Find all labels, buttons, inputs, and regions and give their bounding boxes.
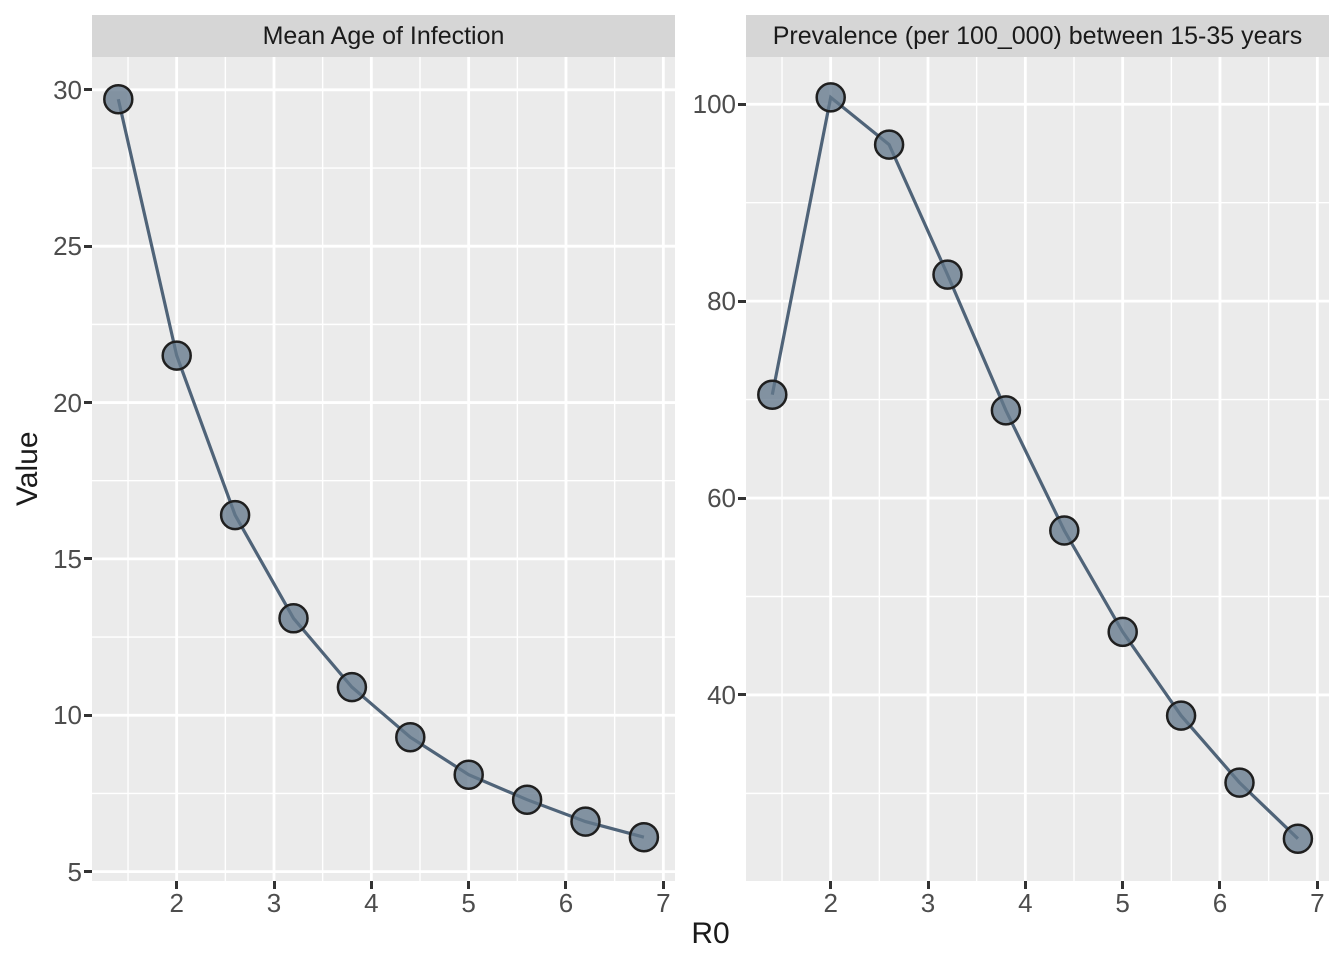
y-tick-label: 60 — [707, 483, 736, 514]
y-tick-mark — [738, 693, 746, 697]
y-tick-label: 30 — [53, 74, 82, 105]
data-point — [1049, 515, 1080, 546]
x-tick-label: 4 — [1018, 888, 1033, 918]
x-tick-mark — [1023, 881, 1027, 889]
data-point — [453, 759, 484, 790]
y-tick-label: 20 — [53, 387, 82, 418]
x-tick-mark — [1218, 881, 1222, 889]
y-tick-mark — [84, 401, 92, 405]
x-tick-label: 3 — [266, 888, 282, 918]
y-tick-label: 80 — [707, 286, 736, 317]
data-point — [990, 395, 1022, 426]
x-tick-label: 6 — [558, 888, 574, 918]
data-point — [757, 379, 788, 410]
x-tick-mark — [564, 881, 568, 889]
y-tick-mark — [84, 88, 92, 92]
y-tick-mark — [738, 102, 746, 106]
plot-panel — [92, 57, 675, 881]
x-tick-label: 5 — [461, 888, 476, 918]
y-tick-mark — [84, 557, 92, 561]
data-point — [395, 721, 426, 753]
x-axis-title: R0 — [691, 917, 730, 950]
data-point — [1282, 823, 1314, 854]
data-point — [219, 499, 251, 531]
x-tick-label: 7 — [656, 888, 671, 918]
x-tick-label: 3 — [920, 888, 936, 918]
x-tick-label: 2 — [169, 888, 184, 918]
data-point — [570, 806, 601, 837]
line-chart-svg — [746, 57, 1329, 881]
y-tick-mark — [84, 870, 92, 874]
series-line — [770, 94, 1300, 840]
y-tick-label: 40 — [707, 679, 736, 710]
y-axis-title: Value — [11, 431, 44, 507]
x-tick-mark — [1121, 881, 1125, 889]
y-tick-label: 5 — [67, 856, 82, 887]
y-tick-label: 10 — [53, 700, 82, 731]
x-tick-mark — [369, 881, 373, 889]
y-tick-label: 25 — [53, 231, 82, 262]
y-tick-label: 15 — [53, 543, 82, 574]
data-point — [1224, 767, 1255, 798]
y-tick-mark — [738, 496, 746, 500]
data-point — [161, 340, 192, 371]
x-tick-mark — [1315, 881, 1319, 889]
data-point — [873, 129, 905, 160]
x-tick-mark — [467, 881, 471, 889]
x-tick-mark — [661, 881, 665, 889]
x-tick-mark — [272, 881, 276, 889]
x-tick-mark — [926, 881, 930, 889]
x-tick-label: 6 — [1212, 888, 1228, 918]
data-point — [1107, 616, 1138, 648]
x-tick-label: 2 — [823, 888, 838, 918]
facet-strip-label: Prevalence (per 100_000) between 15-35 y… — [746, 15, 1329, 57]
data-point — [628, 821, 660, 853]
x-tick-mark — [829, 881, 833, 889]
y-tick-mark — [738, 299, 746, 303]
y-tick-mark — [84, 244, 92, 248]
line-chart-svg — [92, 57, 675, 881]
data-point — [1165, 700, 1197, 731]
x-tick-label: 4 — [364, 888, 379, 918]
data-point — [336, 671, 368, 703]
x-tick-label: 7 — [1310, 888, 1325, 918]
data-point — [511, 784, 543, 815]
facet-strip-label: Mean Age of Infection — [92, 15, 675, 57]
x-tick-label: 5 — [1115, 888, 1130, 918]
data-point — [103, 83, 134, 115]
x-tick-mark — [175, 881, 179, 889]
data-point — [932, 259, 963, 290]
plot-panel — [746, 57, 1329, 881]
data-point — [815, 82, 846, 113]
series-line — [116, 98, 645, 839]
data-point — [278, 603, 309, 634]
y-tick-mark — [84, 713, 92, 717]
y-tick-label: 100 — [692, 89, 736, 120]
